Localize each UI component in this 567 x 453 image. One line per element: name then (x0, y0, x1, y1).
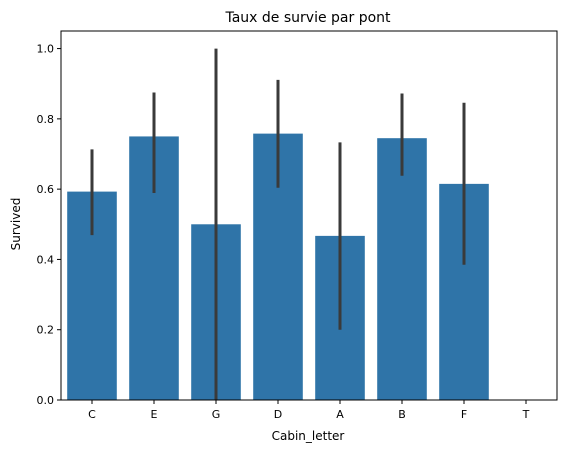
y-axis-label: Survived (9, 198, 23, 251)
errorbars-group (90, 48, 466, 400)
bar-B (377, 138, 427, 400)
y-axis: 0.0 0.2 0.4 0.6 0.8 1.0 (37, 43, 61, 407)
y-tick-label-0.0: 0.0 (37, 394, 55, 407)
x-tick-label-G: G (212, 408, 221, 421)
x-tick-label-T: T (522, 408, 530, 421)
y-tick-label-0.4: 0.4 (37, 253, 55, 266)
x-tick-label-E: E (151, 408, 158, 421)
x-axis-label: Cabin_letter (272, 429, 345, 443)
x-tick-label-A: A (336, 408, 344, 421)
x-tick-label-D: D (274, 408, 282, 421)
y-tick-label-0.6: 0.6 (37, 183, 55, 196)
y-tick-label-0.2: 0.2 (37, 324, 55, 337)
plot-frame (60, 30, 558, 401)
x-tick-label-B: B (398, 408, 406, 421)
chart-title: Taux de survie par pont (224, 10, 391, 26)
y-tick-label-1.0: 1.0 (37, 43, 55, 56)
x-tick-label-C: C (88, 408, 96, 421)
x-tick-label-F: F (461, 408, 467, 421)
y-tick-label-0.8: 0.8 (37, 113, 55, 126)
